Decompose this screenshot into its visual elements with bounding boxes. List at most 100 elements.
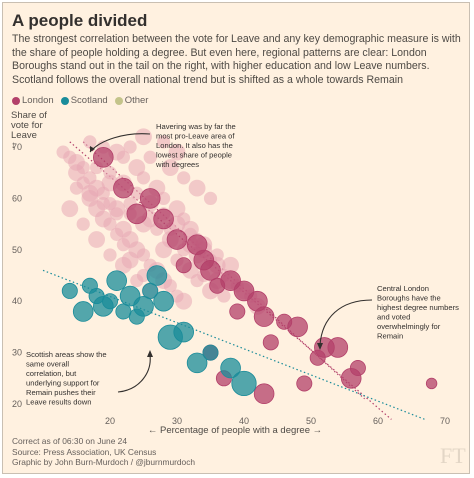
point-london [349,360,366,377]
point-london [296,375,313,392]
annotation-havering-line-4: lowest share of people [156,151,232,160]
point-other [76,217,90,231]
point-scotland [102,293,119,310]
annotation-havering-arrowhead [90,146,95,152]
annotation-scotland-line-5: Remain pushes their [26,388,96,397]
annotation-scotland-line-1: Scottish areas show the [26,350,107,359]
point-other [110,227,124,241]
legend-item-london: London [12,95,54,106]
annotation-scotland-arrowhead [147,350,153,357]
legend-swatch-other [114,96,123,105]
axis-ticks: 20 30 40 50 60 70 20 30 40 50 60 70 [12,142,450,426]
point-scotland [186,352,208,374]
point-london [139,188,161,209]
x-tick-label: 40 [239,416,249,426]
point-scotland [133,296,154,317]
point-other [157,135,171,149]
point-london [287,316,308,338]
y-tick-label: 60 [12,193,22,203]
y-axis-label-line: ↓ [11,140,16,151]
point-scotland [153,290,174,312]
point-other [161,159,179,176]
point-other [155,241,173,259]
point-london [253,306,275,327]
y-tick-label: 50 [12,245,22,255]
point-scotland [202,344,219,361]
annotation-havering: Havering was by far the most pro-Leave a… [89,122,236,169]
point-other [168,143,186,161]
point-london [166,229,188,250]
point-other [175,292,193,310]
point-london [425,377,438,390]
annotation-havering-line-5: with degrees [155,160,199,169]
footer-credit: Graphic by John Burn-Murdoch / @jburnmur… [12,457,196,467]
point-london [253,383,275,405]
annotation-central-london-line-2: Boroughs have the [377,294,441,303]
point-london [113,177,134,199]
point-other [116,238,130,252]
point-london [200,260,221,281]
point-other [88,231,105,248]
footer-source: Source: Press Association, UK Census [12,446,157,457]
point-other [69,181,84,195]
point-other [190,274,204,288]
point-other [108,200,126,218]
footer: Correct as of 06:30 on June 24 Source: P… [12,436,195,468]
x-axis-label: ← Percentage of people with a degree → [148,425,322,436]
y-tick-label: 40 [12,296,22,306]
annotation-central-london: Central London Boroughs have the highest… [317,284,459,350]
footer-timestamp: Correct as of 06:30 on June 24 [12,436,127,446]
point-london [262,334,279,351]
annotation-central-london-arrowhead [317,343,323,350]
x-tick-label: 20 [105,416,115,426]
y-tick-label: 30 [12,348,22,358]
legend-label-scotland: Scotland [70,95,108,106]
point-london [93,146,114,168]
annotation-scotland-line-4: underlying support for [26,379,100,388]
annotation-scotland-arrow [117,354,151,393]
point-other [61,200,79,218]
point-london [153,208,174,230]
point-other [188,179,206,197]
point-london [229,303,246,320]
point-other [116,150,130,164]
point-other [103,248,117,262]
legend-swatch-scotland [60,96,69,105]
point-other [136,171,151,185]
point-london [126,203,148,225]
legend-item-other: Other [114,95,149,106]
legend-label-other: Other [124,95,149,106]
point-other [130,274,144,288]
annotation-central-london-line-5: overwhelmingly for [377,322,441,331]
point-other [136,248,151,262]
y-axis-label-line: Share of [11,110,47,121]
y-tick-label: 70 [12,142,22,152]
point-london [309,349,326,366]
annotation-scotland: Scottish areas show the same overall cor… [26,350,153,407]
annotation-havering-line-3: London. It also has the [156,141,233,150]
point-scotland [173,321,195,343]
point-other [135,128,152,146]
annotation-havering-line-1: Havering was by far the [156,122,236,131]
point-scotland [220,357,241,379]
legend-swatch-london [12,96,20,105]
point-other [81,184,99,202]
chart-title: A people divided [12,11,148,30]
annotation-havering-line-2: most pro-Leave area of [156,132,235,141]
point-london [175,257,192,274]
point-other [157,191,171,205]
point-other [103,217,117,231]
point-london [327,337,349,358]
x-tick-label: 50 [306,416,316,426]
point-scotland [231,370,257,397]
point-scotland [146,265,168,286]
annotation-central-london-line-4: and voted [377,313,410,322]
point-other [163,279,177,293]
x-tick-label: 60 [373,416,383,426]
point-other [115,256,132,274]
data-points [56,128,438,405]
legend-item-scotland: Scotland [60,95,108,106]
point-scotland [106,270,127,291]
point-other [123,140,137,154]
